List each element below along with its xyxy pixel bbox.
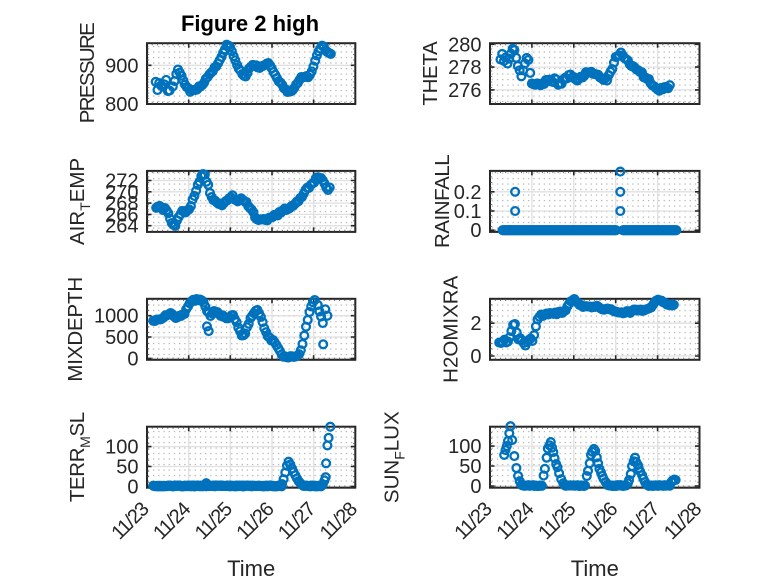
svg-text:0: 0 bbox=[470, 346, 481, 368]
svg-text:100: 100 bbox=[105, 437, 138, 459]
svg-text:Time: Time bbox=[227, 556, 275, 581]
svg-text:500: 500 bbox=[105, 327, 138, 349]
svg-text:THETA: THETA bbox=[419, 41, 442, 106]
svg-text:100: 100 bbox=[448, 436, 481, 458]
svg-text:50: 50 bbox=[459, 456, 481, 478]
svg-text:0: 0 bbox=[127, 348, 138, 370]
svg-text:270: 270 bbox=[105, 182, 138, 204]
svg-text:AIRTEMP: AIRTEMP bbox=[66, 158, 93, 245]
svg-text:0: 0 bbox=[470, 476, 481, 498]
svg-text:Figure 2 high: Figure 2 high bbox=[181, 11, 319, 36]
svg-text:MIXDEPTH: MIXDEPTH bbox=[64, 277, 87, 382]
svg-text:268: 268 bbox=[105, 193, 138, 215]
svg-text:0: 0 bbox=[470, 220, 481, 242]
svg-text:0: 0 bbox=[127, 476, 138, 498]
svg-text:PRESSURE: PRESSURE bbox=[76, 23, 99, 123]
svg-text:50: 50 bbox=[116, 457, 138, 479]
svg-text:RAINFALL: RAINFALL bbox=[431, 155, 454, 248]
svg-text:278: 278 bbox=[448, 57, 481, 79]
svg-text:264: 264 bbox=[105, 216, 138, 238]
svg-text:SUNFLUX: SUNFLUX bbox=[381, 411, 408, 503]
svg-text:1000: 1000 bbox=[94, 306, 139, 328]
svg-text:266: 266 bbox=[105, 204, 138, 226]
svg-text:276: 276 bbox=[448, 80, 481, 102]
svg-text:0.1: 0.1 bbox=[454, 201, 482, 223]
svg-text:272: 272 bbox=[105, 171, 138, 193]
svg-text:0.2: 0.2 bbox=[454, 182, 482, 204]
svg-text:H2OMIXRA: H2OMIXRA bbox=[439, 275, 462, 382]
svg-text:2: 2 bbox=[470, 313, 481, 335]
svg-text:800: 800 bbox=[105, 94, 138, 116]
svg-text:900: 900 bbox=[105, 55, 138, 77]
svg-text:Time: Time bbox=[571, 556, 619, 581]
svg-text:280: 280 bbox=[448, 34, 481, 56]
svg-text:TERRMSL: TERRMSL bbox=[66, 412, 93, 502]
